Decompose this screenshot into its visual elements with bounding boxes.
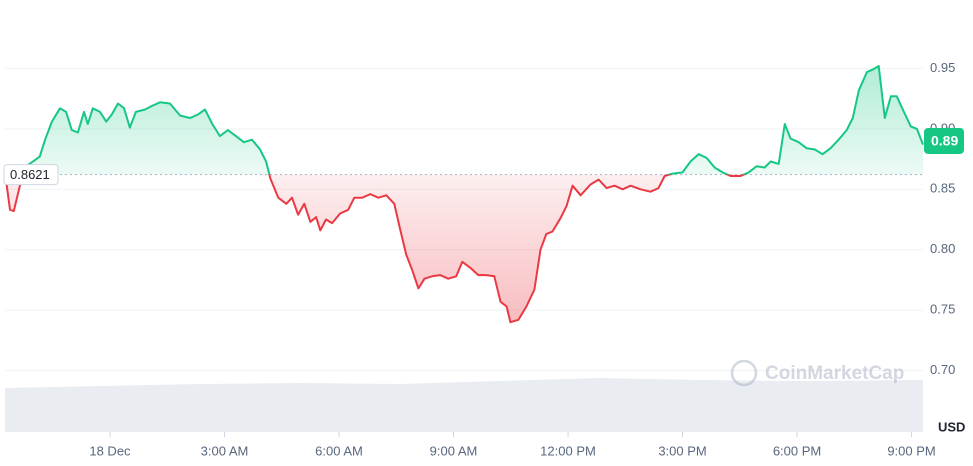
volume-area [5, 378, 923, 432]
baseline-label-box [3, 164, 59, 186]
area-fill [5, 66, 923, 323]
last-price-label: 0.89 [931, 133, 958, 149]
x-tick-label: 6:00 AM [315, 443, 363, 458]
x-tick-label: 6:00 PM [773, 443, 821, 458]
baseline-label: 0.8621 [10, 167, 50, 182]
x-tick-label: 9:00 PM [887, 443, 935, 458]
x-tick-label: 12:00 PM [540, 443, 596, 458]
x-tick-label: 3:00 PM [658, 443, 706, 458]
x-tick-label: 3:00 AM [201, 443, 249, 458]
y-tick-label: 0.70 [930, 362, 955, 377]
watermark: CoinMarketCap [730, 359, 904, 387]
y-tick-label: 0.80 [930, 241, 955, 256]
y-tick-label: 0.75 [930, 302, 955, 317]
x-tick-label: 18 Dec [89, 443, 131, 458]
x-tick-label: 9:00 AM [430, 443, 478, 458]
price-line [4, 65, 924, 324]
currency-label: USD [938, 419, 965, 434]
y-tick-label: 0.95 [930, 60, 955, 75]
watermark-text: CoinMarketCap [765, 363, 904, 384]
y-tick-label: 0.85 [930, 181, 955, 196]
last-price-badge [924, 127, 964, 154]
